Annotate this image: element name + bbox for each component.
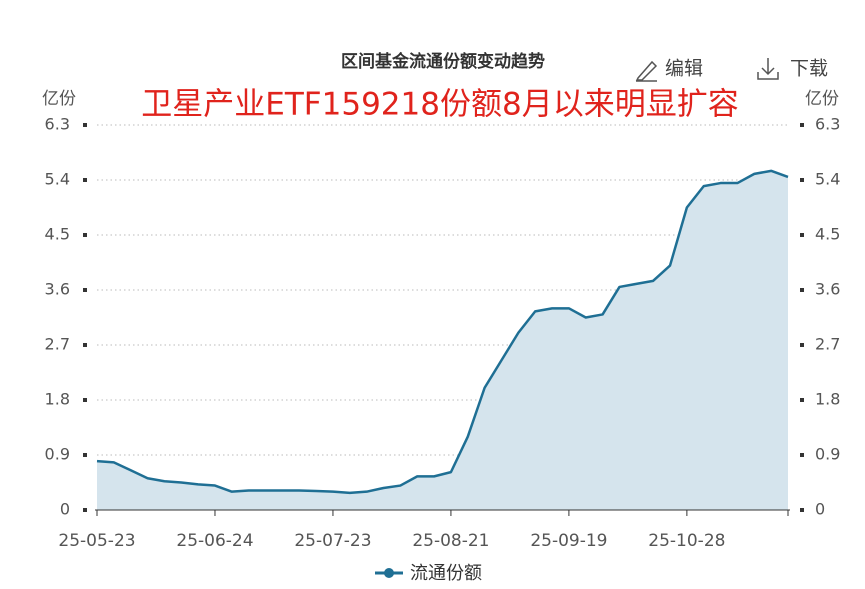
y2-tick-mark	[800, 233, 804, 237]
legend-label: 流通份额	[410, 563, 482, 584]
y-tick-mark	[83, 508, 87, 512]
area	[97, 170, 788, 511]
y2-tick-mark	[800, 453, 804, 457]
download-button[interactable]: 下载	[757, 58, 828, 80]
y2-tick-label: 6.3	[815, 115, 840, 134]
x-tick-label: 25-08-21	[412, 531, 489, 551]
x-tick-label: 25-06-24	[176, 531, 253, 551]
x-tick-label: 25-10-28	[648, 531, 725, 551]
y-tick-mark	[83, 178, 87, 182]
y-unit: 亿份	[42, 89, 76, 109]
y2-tick-label: 0.9	[815, 445, 840, 464]
edit-label: 编辑	[665, 58, 703, 80]
y-tick-label: 4.5	[45, 225, 70, 244]
y-tick-label: 0	[60, 500, 70, 519]
y-tick-label: 0.9	[45, 445, 70, 464]
y-tick-label: 1.8	[45, 390, 70, 409]
edit-icon	[635, 60, 658, 82]
annotation: 卫星产业ETF159218份额8月以来明显扩容	[141, 87, 738, 123]
y-tick-label: 5.4	[45, 170, 70, 189]
y2-tick-mark	[800, 178, 804, 182]
y-tick-label: 2.7	[45, 335, 70, 354]
download-icon	[757, 58, 779, 80]
y2-tick-mark	[800, 508, 804, 512]
chart-title: 区间基金流通份额变动趋势	[341, 51, 545, 72]
edit-button[interactable]: 编辑	[635, 58, 703, 82]
y-tick-mark	[83, 123, 87, 127]
y2-tick-mark	[800, 343, 804, 347]
y2-tick-mark	[800, 288, 804, 292]
y2-tick-label: 0	[815, 500, 825, 519]
y2-tick-mark	[800, 123, 804, 127]
legend-item: 流通份额	[375, 563, 482, 584]
download-label: 下载	[790, 58, 828, 80]
x-tick-label: 25-07-23	[294, 531, 371, 551]
y-tick-mark	[83, 233, 87, 237]
y-tick-label: 3.6	[45, 280, 70, 299]
y2-tick-label: 2.7	[815, 335, 840, 354]
y2-tick-mark	[800, 398, 804, 402]
y-tick-mark	[83, 343, 87, 347]
y2-tick-label: 3.6	[815, 280, 840, 299]
y-tick-mark	[83, 288, 87, 292]
y-tick-label: 6.3	[45, 115, 70, 134]
legend-marker	[384, 568, 394, 578]
line	[96, 169, 789, 495]
x-tick-label: 25-05-23	[58, 531, 135, 551]
x-tick-label: 25-09-19	[530, 531, 607, 551]
y-tick-mark	[83, 398, 87, 402]
y2-tick-label: 5.4	[815, 170, 840, 189]
y-tick-mark	[83, 453, 87, 457]
y2-tick-label: 4.5	[815, 225, 840, 244]
y2-tick-label: 1.8	[815, 390, 840, 409]
y2-unit: 亿份	[805, 89, 839, 109]
